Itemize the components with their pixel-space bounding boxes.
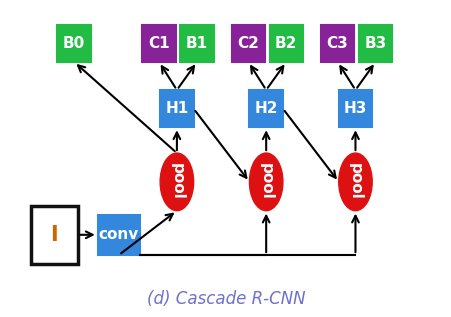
FancyBboxPatch shape <box>31 206 78 264</box>
Text: H1: H1 <box>165 101 188 116</box>
FancyBboxPatch shape <box>142 25 175 62</box>
Ellipse shape <box>338 153 371 211</box>
Text: pool: pool <box>169 164 184 200</box>
FancyBboxPatch shape <box>160 90 193 127</box>
Ellipse shape <box>160 153 193 211</box>
Text: I: I <box>50 225 58 245</box>
FancyBboxPatch shape <box>320 25 354 62</box>
FancyBboxPatch shape <box>269 25 302 62</box>
Text: pool: pool <box>347 164 362 200</box>
FancyBboxPatch shape <box>249 90 282 127</box>
FancyBboxPatch shape <box>358 25 391 62</box>
Text: B2: B2 <box>275 36 297 51</box>
FancyBboxPatch shape <box>338 90 371 127</box>
Text: B3: B3 <box>364 36 386 51</box>
Text: pool: pool <box>258 164 273 200</box>
FancyBboxPatch shape <box>180 25 213 62</box>
Text: H2: H2 <box>254 101 277 116</box>
Text: conv: conv <box>98 227 138 242</box>
Text: C1: C1 <box>148 36 170 51</box>
FancyBboxPatch shape <box>57 25 91 62</box>
Text: B0: B0 <box>63 36 85 51</box>
Text: H3: H3 <box>343 101 366 116</box>
Text: C2: C2 <box>237 36 259 51</box>
Text: (d) Cascade R-CNN: (d) Cascade R-CNN <box>147 290 304 308</box>
Text: B1: B1 <box>185 36 207 51</box>
FancyBboxPatch shape <box>231 25 264 62</box>
Text: C3: C3 <box>326 36 348 51</box>
Ellipse shape <box>249 153 282 211</box>
FancyBboxPatch shape <box>97 215 140 255</box>
